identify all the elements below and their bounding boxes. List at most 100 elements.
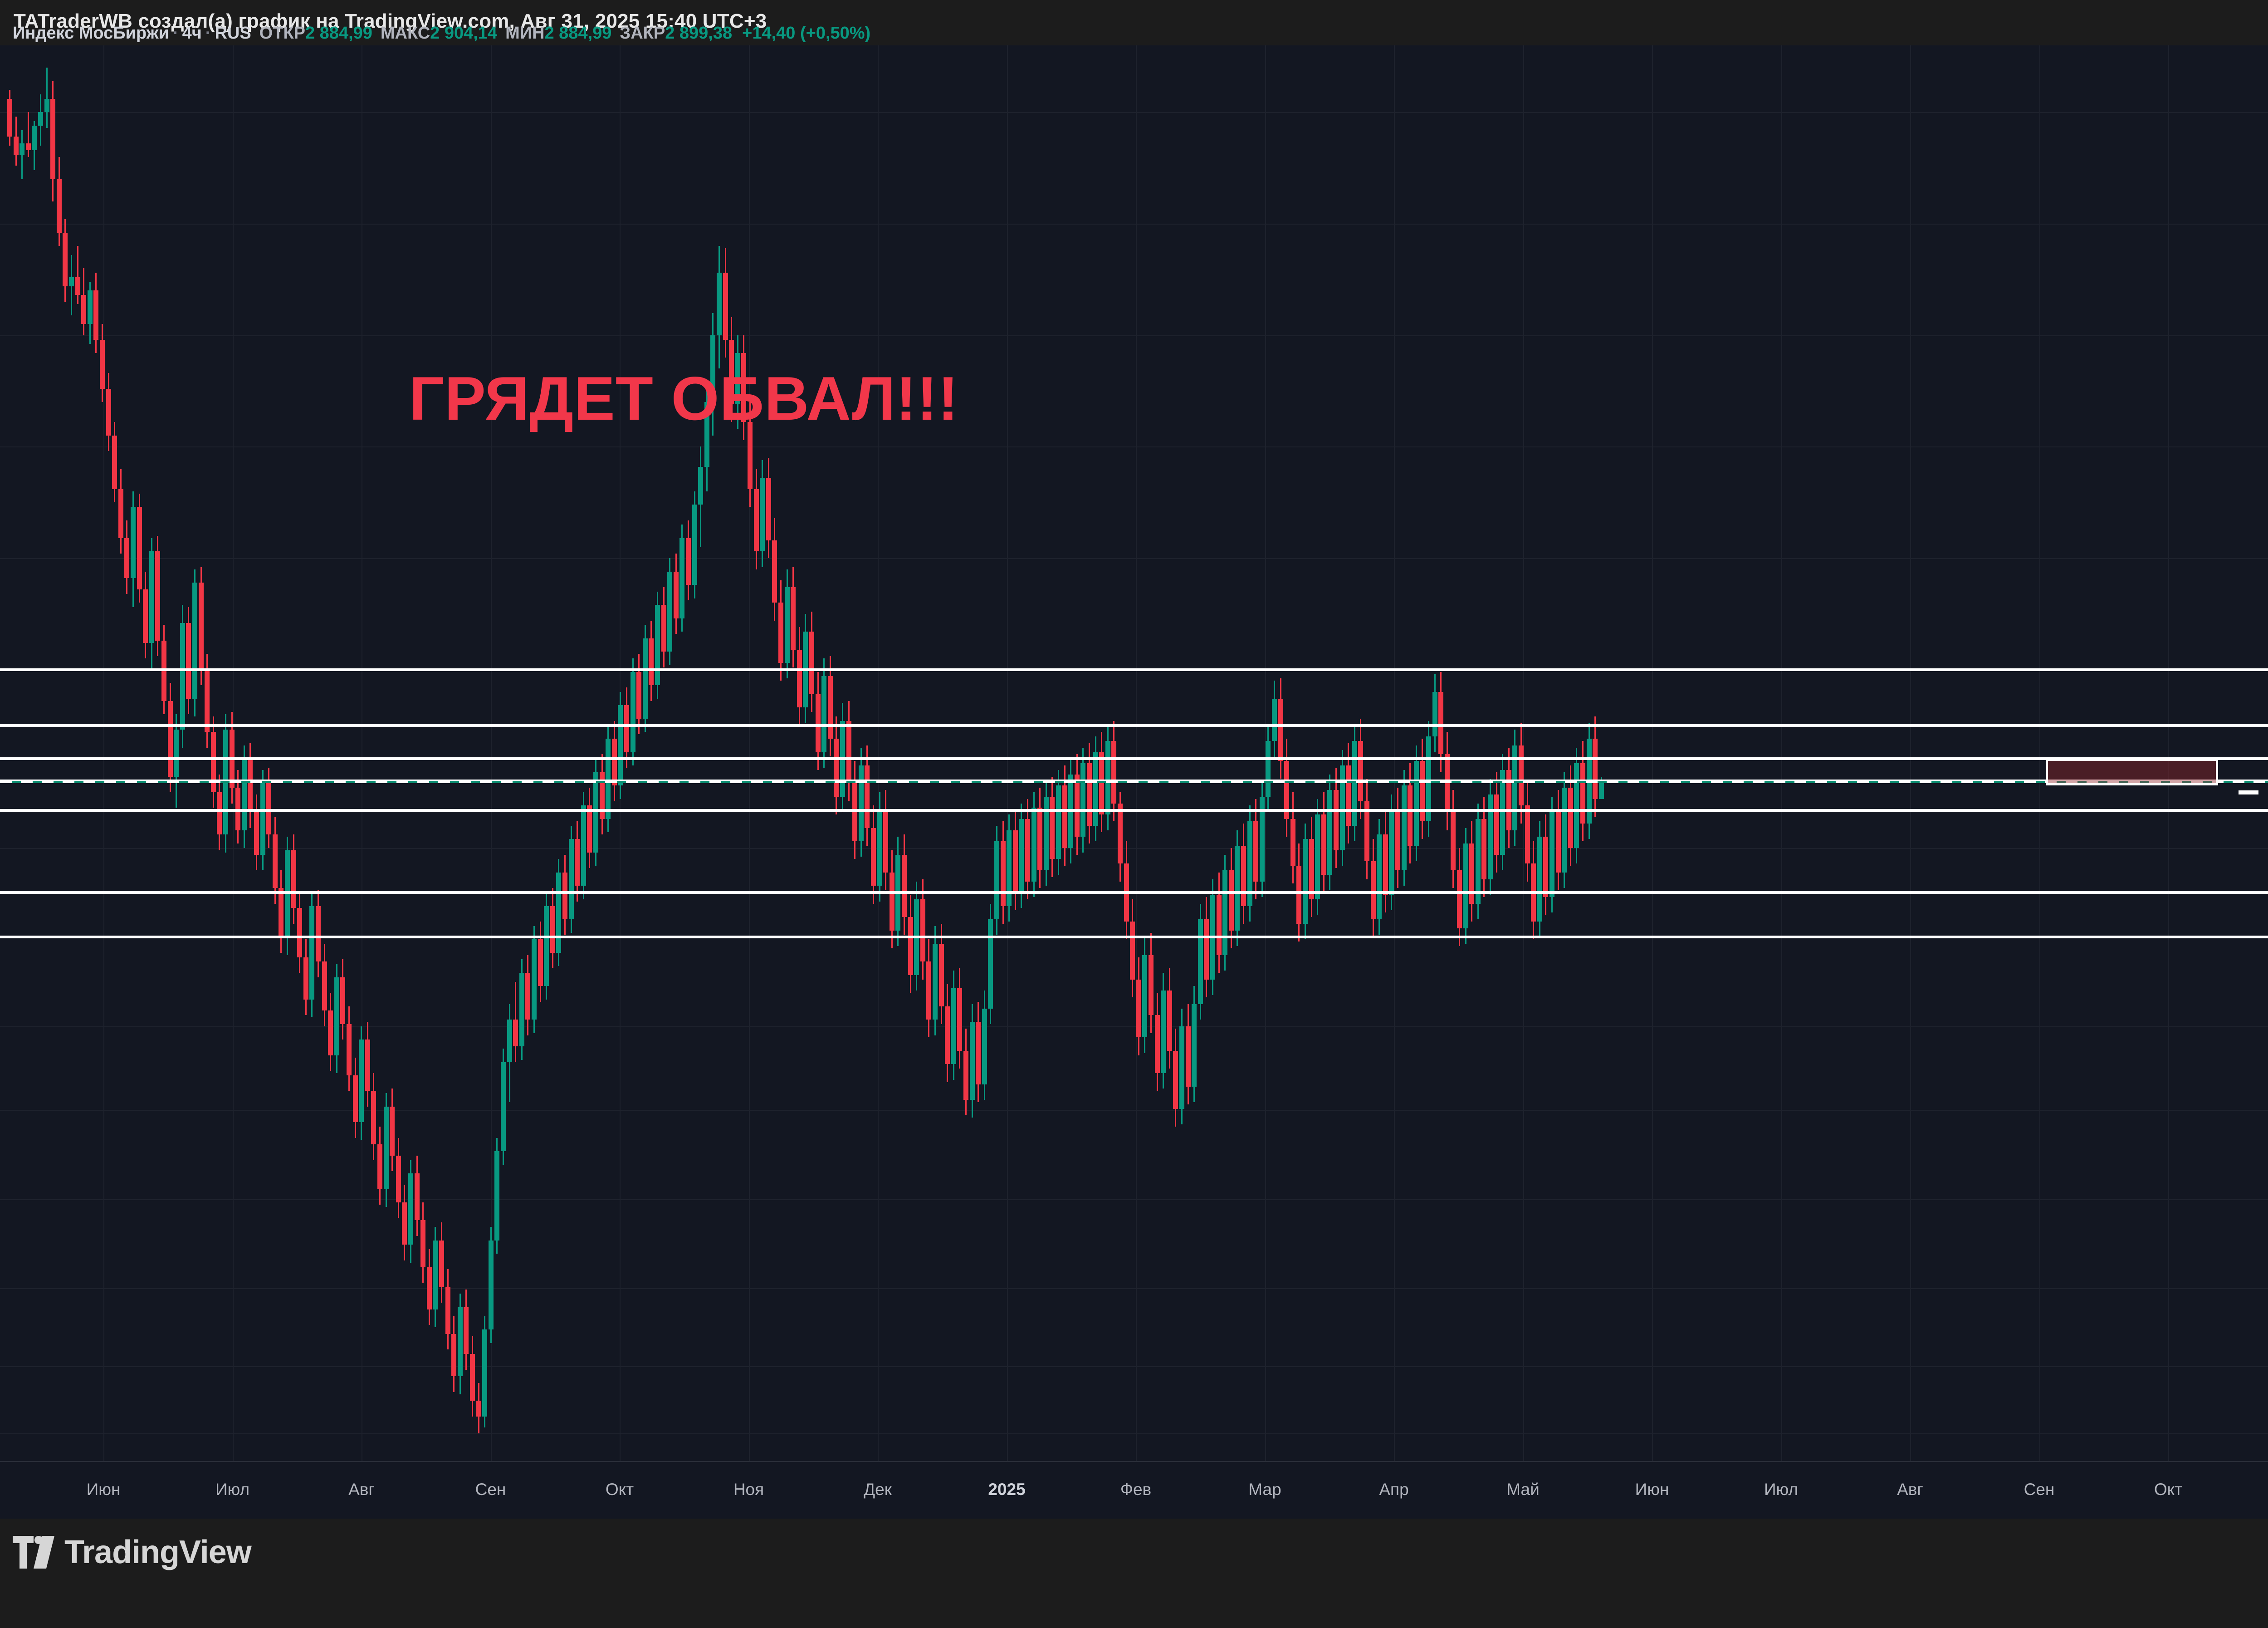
candle-body xyxy=(100,339,105,389)
candle-body xyxy=(50,98,56,179)
candle xyxy=(7,45,12,1461)
candle xyxy=(1142,45,1148,1461)
candle xyxy=(81,45,87,1461)
candle xyxy=(1512,45,1518,1461)
candle-body xyxy=(210,732,216,792)
candle xyxy=(1259,45,1265,1461)
time-axis-tick-label: Апр xyxy=(1379,1480,1409,1499)
chart-legend[interactable]: Индекс МосБиржи · 4ч · RUS ОТКР2 884,99 МАКС2 … xyxy=(13,24,870,43)
candle xyxy=(69,45,74,1461)
candle-body xyxy=(568,839,574,920)
candle-body xyxy=(112,435,117,489)
range-box-annotation[interactable] xyxy=(2046,759,2218,786)
candle-body xyxy=(81,295,87,324)
legend-separator-1: · xyxy=(172,24,179,43)
candle xyxy=(402,45,407,1461)
candle xyxy=(797,45,802,1461)
price-level-line[interactable] xyxy=(0,724,2268,727)
candle xyxy=(1272,45,1277,1461)
legend-low-label: МИН xyxy=(505,24,545,43)
price-level-line[interactable] xyxy=(0,668,2268,671)
candle xyxy=(408,45,413,1461)
candle-body xyxy=(1284,761,1290,819)
candle xyxy=(988,45,993,1461)
candle-body xyxy=(192,583,197,699)
candle xyxy=(494,45,500,1461)
candle xyxy=(63,45,68,1461)
candle xyxy=(945,45,950,1461)
horizontal-gridline xyxy=(0,1026,2268,1027)
candle-body xyxy=(679,538,685,618)
candle xyxy=(1494,45,1499,1461)
candle xyxy=(938,45,944,1461)
candle xyxy=(1080,45,1086,1461)
candle-body xyxy=(538,939,543,986)
horizontal-gridline xyxy=(0,446,2268,448)
legend-interval[interactable]: 4ч xyxy=(182,24,202,43)
candle xyxy=(167,45,173,1461)
candle xyxy=(365,45,370,1461)
candle xyxy=(679,45,685,1461)
candle xyxy=(359,45,364,1461)
candle-body xyxy=(1142,955,1148,1038)
candle xyxy=(1420,45,1425,1461)
price-level-line[interactable] xyxy=(0,891,2268,894)
candle-body xyxy=(1494,794,1499,855)
candle xyxy=(618,45,623,1461)
time-axis-tick-label: Фев xyxy=(1120,1480,1152,1499)
candle xyxy=(1124,45,1129,1461)
legend-close-value: 2 899,38 xyxy=(665,24,733,43)
candle-body xyxy=(359,1040,364,1123)
candle xyxy=(575,45,580,1461)
price-level-line[interactable] xyxy=(0,936,2268,939)
legend-symbol[interactable]: Индекс МосБиржи xyxy=(13,24,169,43)
candle-body xyxy=(7,98,12,137)
candle-body xyxy=(1420,761,1425,821)
price-level-line[interactable] xyxy=(0,757,2268,760)
candle-body xyxy=(969,1022,975,1100)
vertical-gridline xyxy=(1394,45,1395,1461)
candle xyxy=(1519,45,1524,1461)
candle xyxy=(1296,45,1302,1461)
candle-body xyxy=(753,489,759,552)
candle-body xyxy=(1426,736,1431,821)
candle xyxy=(753,45,759,1461)
candle xyxy=(1012,45,1018,1461)
vertical-gridline xyxy=(878,45,879,1461)
candle xyxy=(1204,45,1209,1461)
crash-warning-text[interactable]: ГРЯДЕТ ОБВАЛ!!! xyxy=(409,364,959,433)
chart-container: ГРЯДЕТ ОБВАЛ!!! 3 500,003 400,003 300,00… xyxy=(0,45,2268,1519)
candle-body xyxy=(791,587,796,650)
candle-body xyxy=(451,1334,457,1377)
candle xyxy=(1506,45,1511,1461)
candle-body xyxy=(248,759,253,813)
candle xyxy=(50,45,56,1461)
chart-plot-area[interactable]: ГРЯДЕТ ОБВАЛ!!! xyxy=(0,45,2268,1461)
candle xyxy=(1266,45,1271,1461)
candle xyxy=(1537,45,1542,1461)
time-axis[interactable]: Июн Июл Авг Сен Окт Ноя Дек 2025 Фев Мар Апр Май Июн… xyxy=(0,1461,2268,1519)
candle xyxy=(920,45,925,1461)
candle-body xyxy=(1228,870,1234,931)
price-level-line[interactable] xyxy=(0,809,2268,812)
candle-wick xyxy=(46,68,48,128)
candle xyxy=(926,45,932,1461)
candle-body xyxy=(815,694,821,752)
candle xyxy=(1377,45,1382,1461)
candle xyxy=(1562,45,1567,1461)
candle-body xyxy=(1549,812,1554,897)
candle xyxy=(464,45,469,1461)
candle-body xyxy=(748,422,753,489)
candle xyxy=(1481,45,1487,1461)
candle-body xyxy=(655,605,660,686)
legend-high-label: МАКС xyxy=(380,24,430,43)
candle-body xyxy=(957,988,963,1051)
candle-body xyxy=(1408,785,1413,846)
horizontal-gridline xyxy=(0,558,2268,559)
candle-body xyxy=(38,112,43,126)
candle xyxy=(827,45,833,1461)
candle-body xyxy=(1136,979,1141,1038)
time-axis-tick-label: Ноя xyxy=(733,1480,764,1499)
tradingview-logo[interactable]: TradingView xyxy=(13,1534,252,1571)
candle xyxy=(223,45,228,1461)
